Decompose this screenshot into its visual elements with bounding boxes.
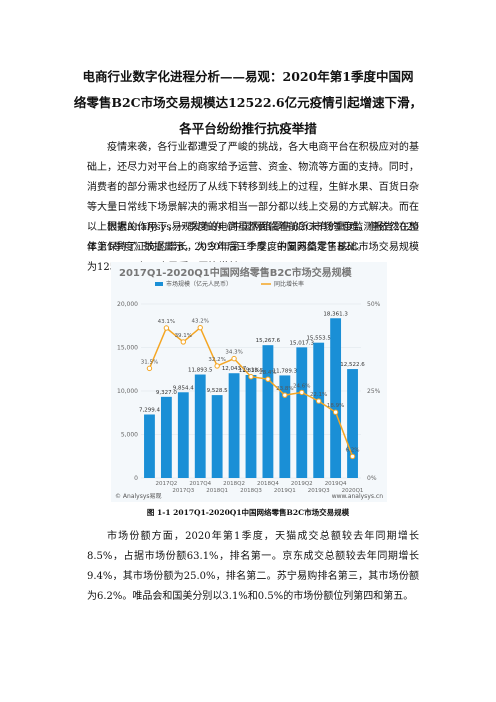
y2-tick-label: 25% xyxy=(367,388,381,395)
line-point xyxy=(349,453,356,460)
line-point xyxy=(315,398,322,404)
line-label: 23.8% xyxy=(276,386,293,392)
legend-label: 市场规模（亿元人民币） xyxy=(166,280,232,288)
x-tick-label: 2018Q3 xyxy=(240,488,262,494)
bar xyxy=(347,369,358,478)
line-label: 6.2% xyxy=(346,447,360,453)
x-tick-label: 2017Q3 xyxy=(172,488,194,494)
bar-label: 11,893.5 xyxy=(188,368,213,374)
y-tick-label: 20,000 xyxy=(117,301,138,308)
y-tick-label: 15,000 xyxy=(117,345,138,352)
title-line: 电商行业数字化进程分析——易观：2020年第1季度中国网 xyxy=(82,69,414,84)
line-label: 31.5% xyxy=(141,359,158,365)
line-label: 32.2% xyxy=(208,357,225,363)
line-label: 43.2% xyxy=(191,319,208,325)
x-tick-label: 2018Q2 xyxy=(223,481,245,487)
legend-label: 同比增长率 xyxy=(274,280,304,288)
bar xyxy=(211,395,223,478)
x-tick-label: 2020Q1 xyxy=(342,488,364,494)
x-tick-label: 2019Q1 xyxy=(274,488,296,494)
line-point xyxy=(197,324,203,331)
line-point xyxy=(248,374,254,380)
bar xyxy=(296,347,308,478)
x-tick-label: 2019Q2 xyxy=(291,481,313,487)
bar-label: 12,043.7 xyxy=(222,366,247,372)
website: www.analysys.cn xyxy=(332,493,383,500)
line-point xyxy=(299,389,305,396)
bar-label: 7,299.4 xyxy=(139,407,160,413)
x-tick-label: 2017Q2 xyxy=(155,481,177,487)
line-point xyxy=(231,355,237,362)
title-line: 各平台纷纷推行抗疫举措 xyxy=(179,121,317,136)
bar-label: 9,528.5 xyxy=(207,388,228,394)
line-point xyxy=(282,392,288,398)
bar-label: 11,789.3 xyxy=(273,368,298,374)
line-label: 18.9% xyxy=(327,403,344,409)
line-point xyxy=(332,409,339,415)
source: © Analysys易观 xyxy=(115,493,162,500)
line-label: 34.3% xyxy=(225,350,242,356)
line-point xyxy=(180,339,187,345)
bar xyxy=(160,396,172,478)
title-line: 络零售B2C市场交易规模达12522.6亿元疫情引起增速下滑， xyxy=(73,95,423,110)
chart: 2017Q1-2020Q1中国网络零售B2C市场交易规模 © Analysys易… xyxy=(111,262,387,502)
line-label: 28.4% xyxy=(259,370,276,376)
bar xyxy=(313,342,325,478)
caption: 图 1-1 2017Q1-2020Q1中国网络零售B2C市场交易规模 xyxy=(146,508,350,517)
bar-label: 9,854.4 xyxy=(173,385,194,391)
bar xyxy=(330,318,342,478)
x-tick-label: 2019Q4 xyxy=(325,481,347,487)
x-tick-label: 2018Q1 xyxy=(206,488,228,494)
bar xyxy=(279,375,291,478)
line-label: 39.1% xyxy=(175,333,192,339)
x-tick-label: 2017Q4 xyxy=(189,481,211,487)
bar-label: 11,838.5 xyxy=(239,368,264,374)
chart-title: 2017Q1-2020Q1中国网络零售B2C市场交易规模 xyxy=(119,266,353,279)
line-point xyxy=(265,376,271,382)
line-label: 29.1% xyxy=(242,368,259,374)
bar-label: 15,017.3 xyxy=(290,340,315,346)
y-tick-label: 5,000 xyxy=(121,432,138,439)
x-tick-label: 2019Q3 xyxy=(308,488,330,494)
bar xyxy=(245,375,257,478)
bar-label: 12,522.6 xyxy=(340,362,365,368)
line-label: 43.1% xyxy=(158,319,175,325)
bar xyxy=(144,414,155,478)
bar-label: 18,361.3 xyxy=(323,311,348,317)
line-label: 24.6% xyxy=(293,383,310,389)
x-tick-label: 2018Q4 xyxy=(257,481,279,487)
bar xyxy=(228,373,240,478)
paragraph: 市场份额方面，2020年第1季度，天猫成交总额较去年同期增长8.5%，占据市场份… xyxy=(87,531,419,602)
bar xyxy=(194,374,206,478)
bar-label: 9,327.0 xyxy=(156,390,177,396)
y2-tick-label: 50% xyxy=(367,301,381,308)
bar-label: 15,267.6 xyxy=(256,338,281,344)
bar xyxy=(177,392,189,478)
bar-label: 15,553.5 xyxy=(306,336,331,342)
legend-swatch xyxy=(155,282,163,286)
y-tick-label: 10,000 xyxy=(117,388,138,395)
line-point xyxy=(163,325,170,331)
y2-tick-label: 0% xyxy=(367,475,377,482)
paragraph: 疫情来袭，各行业都遭受了严峻的挑战，各大电商平台在积极应对的基础上，还尽力对平台… xyxy=(87,142,419,253)
line-point xyxy=(146,365,153,372)
y-tick-label: 0 xyxy=(134,475,138,482)
bar xyxy=(262,345,274,478)
line-label: 22.1% xyxy=(310,392,327,398)
line-point xyxy=(214,363,220,369)
